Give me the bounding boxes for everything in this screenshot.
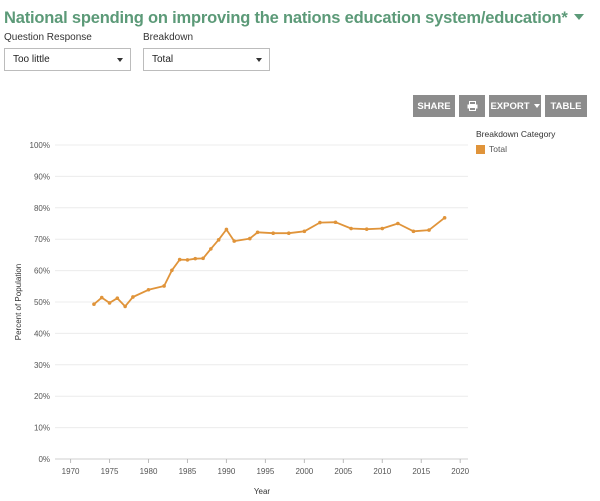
data-point [232, 239, 237, 243]
y-tick-label: 70% [34, 235, 50, 244]
data-point [380, 226, 385, 231]
x-tick-label: 1990 [218, 467, 236, 476]
y-tick-label: 0% [38, 455, 50, 464]
data-point [255, 230, 260, 235]
data-point [224, 227, 229, 232]
data-point [185, 258, 190, 262]
breakdown-label: Breakdown [143, 32, 194, 43]
data-point [177, 257, 182, 262]
y-tick-label: 40% [34, 329, 50, 338]
y-tick-label: 20% [34, 392, 50, 401]
data-point [162, 284, 166, 288]
chevron-down-icon [256, 58, 262, 62]
x-tick-label: 2005 [334, 467, 352, 476]
y-tick-label: 100% [30, 141, 50, 150]
x-tick-label: 1970 [62, 467, 80, 476]
y-axis-label: Percent of Population [14, 264, 23, 341]
data-point [201, 256, 205, 261]
x-tick-label: 2020 [451, 467, 469, 476]
x-tick-label: 2010 [373, 467, 391, 476]
legend-label: Total [489, 144, 507, 154]
print-button[interactable] [459, 95, 485, 117]
data-point [286, 231, 291, 236]
data-point [396, 221, 400, 226]
x-tick-label: 1975 [101, 467, 119, 476]
breakdown-select[interactable]: Total [143, 48, 270, 71]
data-point [333, 220, 338, 225]
table-button-label: TABLE [550, 100, 582, 112]
data-point [115, 296, 120, 301]
data-point [107, 301, 112, 305]
data-point [442, 216, 447, 220]
y-tick-label: 10% [34, 424, 50, 433]
data-point [271, 231, 275, 236]
page-title-text: National spending on improving the natio… [4, 9, 568, 27]
x-tick-label: 1985 [179, 467, 197, 476]
export-button-label: EXPORT [490, 100, 530, 112]
breakdown-filter: Breakdown Total [143, 32, 270, 71]
chevron-down-icon [533, 104, 540, 108]
y-tick-label: 80% [34, 204, 50, 213]
data-point [193, 256, 198, 261]
data-point [349, 226, 353, 231]
y-tick-label: 90% [34, 172, 50, 181]
chevron-down-icon[interactable] [573, 14, 584, 20]
data-point [302, 229, 307, 234]
legend-swatch [476, 144, 485, 154]
question-response-select[interactable]: Too little [4, 48, 131, 71]
legend-title: Breakdown Category [476, 129, 556, 139]
export-button[interactable]: EXPORT [489, 95, 541, 117]
table-button[interactable]: TABLE [545, 95, 587, 117]
question-response-value: Too little [13, 54, 50, 65]
printer-icon [467, 101, 477, 111]
x-axis-label: Year [254, 487, 271, 496]
y-tick-label: 30% [34, 361, 50, 370]
x-tick-label: 1980 [140, 467, 158, 476]
x-tick-label: 2000 [295, 467, 313, 476]
data-point [411, 229, 416, 234]
data-point [131, 295, 135, 299]
data-point [170, 268, 174, 273]
series-line-total [93, 217, 446, 308]
data-point [427, 228, 431, 232]
share-button-label: SHARE [417, 100, 451, 112]
data-point [318, 220, 322, 225]
x-tick-label: 2015 [412, 467, 430, 476]
data-point [364, 227, 369, 231]
y-tick-label: 60% [34, 267, 50, 276]
y-tick-label: 50% [34, 298, 50, 307]
breakdown-value: Total [152, 54, 174, 65]
question-response-filter: Question Response Too little [4, 32, 131, 71]
data-point [146, 287, 151, 292]
data-point [209, 247, 213, 251]
data-point [123, 304, 127, 309]
data-point [216, 238, 221, 242]
x-tick-label: 1995 [256, 467, 274, 476]
question-response-label: Question Response [4, 32, 92, 43]
data-point [92, 302, 96, 306]
page-title[interactable]: National spending on improving the natio… [4, 9, 584, 28]
share-button[interactable]: SHARE [413, 95, 455, 117]
data-point [99, 295, 104, 300]
chart-legend: Breakdown Category Total [476, 129, 555, 154]
legend-item-total[interactable]: Total [476, 144, 555, 154]
data-point [248, 236, 252, 241]
chevron-down-icon [117, 58, 123, 62]
